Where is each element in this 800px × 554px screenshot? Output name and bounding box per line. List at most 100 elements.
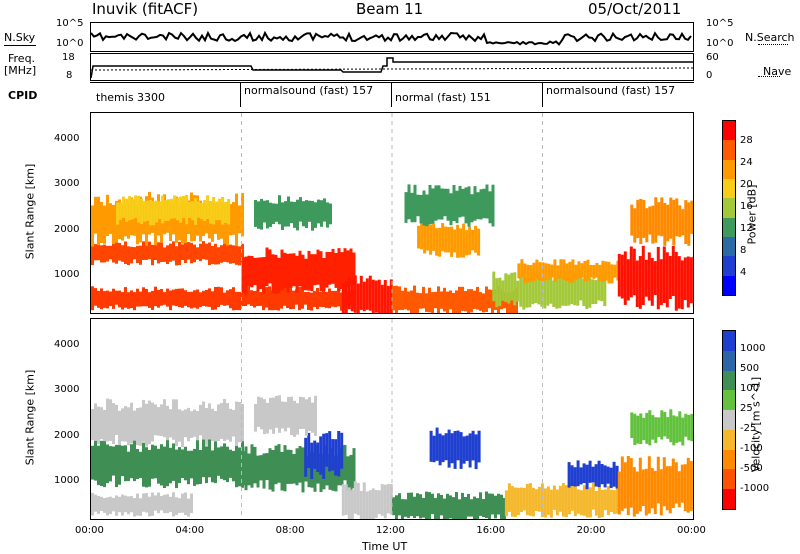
nave-dots [758, 76, 780, 77]
power-cbar-ticks-6: 8 [740, 245, 747, 256]
power-cbar-swatch-9 [723, 275, 735, 296]
power-cbar-ticks-2: 24 [740, 157, 753, 168]
vel-cbar-swatch-1 [723, 331, 735, 352]
velocity-region-7 [341, 481, 393, 519]
vel-cbar-swatch-2 [723, 350, 735, 372]
x-axis-label: Time UT [362, 540, 408, 553]
power-cbar-ticks-3: 20 [740, 179, 753, 190]
freq-trace [91, 57, 693, 79]
nave-tick-high: 60 [706, 52, 719, 63]
vel-cbar-swatch-6 [723, 429, 735, 451]
vel-cbar-ticks-1: 1000 [740, 343, 766, 354]
nsky-trace [91, 30, 692, 46]
nsky-tick-high: 10^5 [56, 18, 84, 29]
velocity-region-5 [304, 431, 344, 479]
velocity-region-1 [91, 398, 244, 448]
cpid-bar: themis 3300 normalsound (fast) 157 norma… [90, 82, 694, 107]
vel-yticks-1: 4000 [54, 339, 80, 351]
power-region-5 [241, 247, 356, 296]
vel-cbar-ticks-6: -100 [740, 443, 763, 454]
power-region-10 [404, 184, 495, 227]
velocity-region-11 [567, 460, 619, 490]
vel-cbar-swatch-3 [723, 370, 735, 391]
power-region-6 [254, 195, 332, 231]
vel-cbar-ticks-8: -1000 [740, 483, 770, 494]
x-tick-4: 12:00 [376, 525, 405, 536]
power-region-7 [341, 275, 393, 313]
velocity-region-3 [91, 492, 193, 517]
freq-unit-label: [MHz] [4, 64, 37, 77]
power-region-1 [91, 286, 355, 311]
power-cbar-swatch-1 [723, 121, 735, 141]
velocity-region-13 [630, 409, 693, 446]
vel-cbar-swatch-5 [723, 410, 735, 431]
power-panel [90, 112, 694, 314]
power-cbar-ticks-7: 4 [740, 267, 747, 278]
nsearch-dots [758, 44, 788, 45]
vel-cbar-swatch-8 [723, 469, 735, 490]
cpid-segment-4: normalsound (fast) 157 [546, 84, 676, 97]
power-heatmap [91, 113, 693, 313]
velocity-region-9 [429, 427, 481, 470]
velocity-colorbar [722, 330, 736, 510]
power-colorbar-label: Power [dB] [745, 184, 759, 245]
power-cbar-ticks-1: 28 [740, 135, 753, 146]
nsky-tick-low: 10^0 [56, 38, 84, 49]
nave-label: Nave [763, 65, 792, 78]
power-yticks-3: 2000 [54, 223, 80, 235]
radar-title: Inuvik (fitACF) [92, 0, 199, 18]
power-cbar-swatch-8 [723, 256, 735, 277]
x-tick-2: 04:00 [175, 525, 205, 536]
nsearch-tick-high: 10^5 [706, 18, 734, 29]
nsearch-tick-low: 10^0 [706, 38, 734, 49]
velocity-region-6 [254, 395, 317, 437]
vel-yticks-2: 3000 [54, 384, 80, 396]
velocity-panel [90, 318, 694, 520]
velocity-region-8 [392, 491, 506, 519]
x-tick-7: 00:00 [677, 525, 706, 536]
x-tick-1: 00:00 [75, 525, 104, 536]
vel-cbar-ticks-2: 500 [740, 363, 760, 374]
velocity-region-12 [617, 456, 693, 517]
vel-cbar-swatch-7 [723, 449, 735, 470]
freq-tick-low: 8 [66, 70, 73, 81]
nsky-label: N.Sky [4, 31, 36, 44]
power-y-axis-label: Slant Range [km] [23, 163, 37, 260]
nsearch-label: N.Search [745, 31, 795, 44]
velocity-y-axis-label: Slant Range [km] [23, 369, 37, 466]
x-tick-6: 20:00 [576, 525, 606, 536]
power-cbar-swatch-4 [723, 179, 735, 199]
power-cbar-swatch-7 [723, 237, 735, 257]
nsky-panel [90, 22, 694, 52]
power-colorbar [722, 120, 736, 296]
nave-tick-low: 0 [706, 70, 713, 81]
cpid-segment-3: normal (fast) 151 [395, 91, 491, 104]
power-region-14 [630, 197, 693, 246]
beam-label: Beam 11 [356, 0, 424, 18]
power-cbar-ticks-5: 12 [740, 223, 753, 234]
freq-tick-high: 18 [62, 52, 75, 63]
x-tick-3: 08:00 [275, 525, 305, 536]
vel-yticks-3: 2000 [54, 429, 80, 441]
vel-cbar-swatch-9 [723, 489, 735, 510]
power-cbar-swatch-5 [723, 198, 735, 219]
vel-cbar-ticks-4: 25 [740, 403, 753, 414]
cpid-label: CPID [8, 89, 38, 102]
vel-cbar-ticks-7: -500 [740, 463, 763, 474]
velocity-colorbar-label: Velocity [m s^-1] [749, 376, 763, 473]
power-cbar-ticks-4: 16 [740, 201, 753, 212]
power-region-9 [417, 221, 481, 258]
power-region-12 [517, 259, 620, 284]
power-region-2 [91, 241, 244, 266]
vel-yticks-4: 1000 [54, 474, 80, 486]
power-yticks-2: 3000 [54, 178, 80, 190]
cpid-segment-1: themis 3300 [96, 91, 166, 104]
velocity-region-2 [91, 439, 244, 489]
date-label: 05/Oct/2011 [588, 0, 682, 18]
velocity-heatmap [91, 319, 693, 519]
power-cbar-swatch-2 [723, 140, 735, 161]
velocity-region-10 [504, 482, 619, 518]
nsky-underline [4, 45, 36, 46]
power-cbar-swatch-3 [723, 159, 735, 180]
power-region-8 [392, 285, 518, 313]
